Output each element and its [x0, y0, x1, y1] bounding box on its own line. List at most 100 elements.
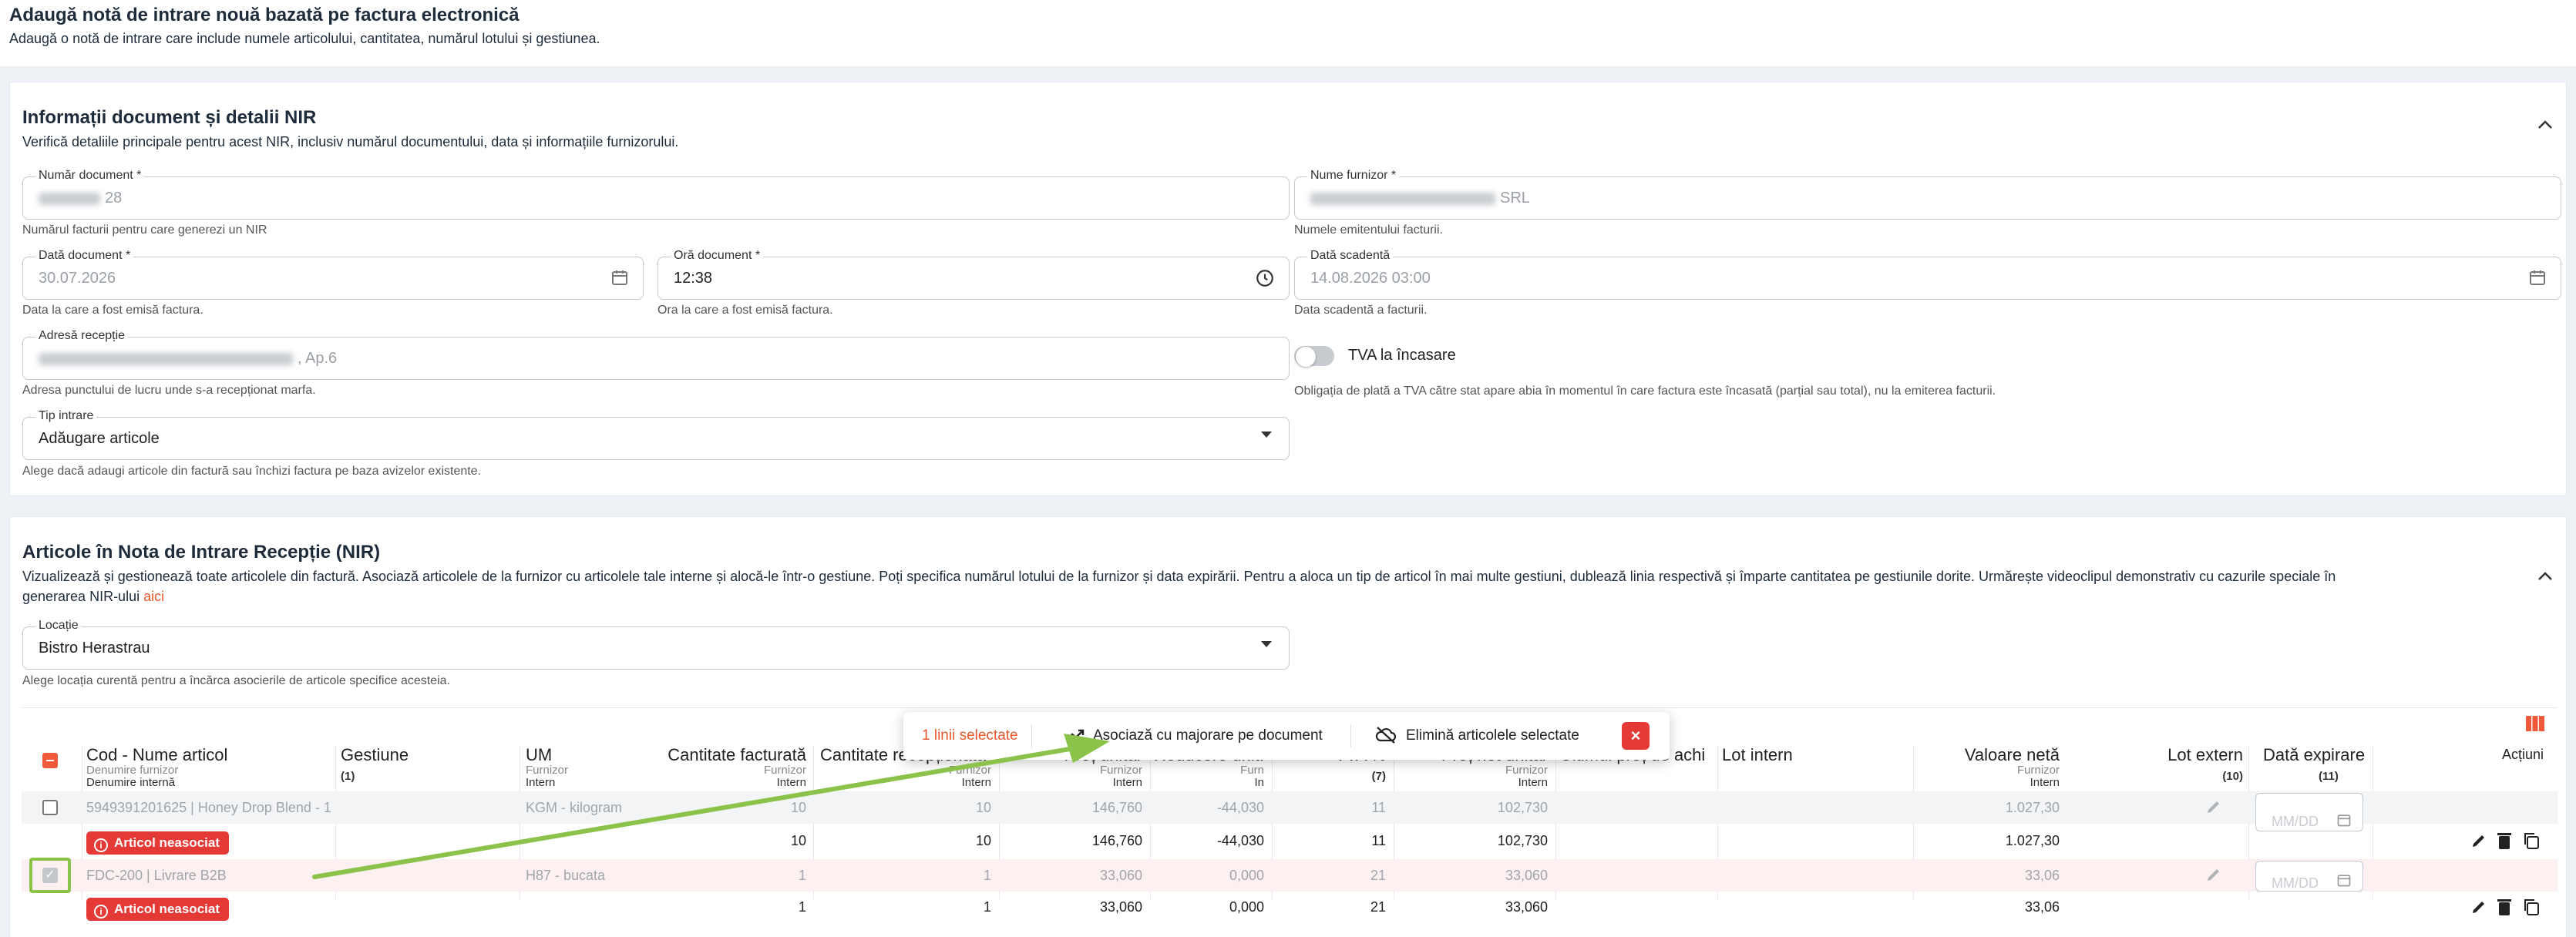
vat-on-collection-toggle[interactable]: [1294, 346, 1334, 367]
due-date-field[interactable]: Dată scadentă 14.08.2026 03:00: [1294, 249, 2561, 300]
header-lot-intern[interactable]: Lot intern: [1722, 745, 1793, 764]
supplier-name-field[interactable]: Nume furnizor * SRL: [1294, 169, 2561, 220]
row-valoare: 1.027,30: [2005, 833, 2060, 848]
location-select[interactable]: Locație Bistro Herastrau: [22, 619, 1290, 670]
header-valoare-neta[interactable]: Valoare netă: [1964, 745, 2060, 764]
calendar-icon[interactable]: [2336, 812, 2352, 831]
edit-lot-icon[interactable]: [2204, 798, 2223, 820]
row-checkbox[interactable]: ✓: [42, 868, 58, 883]
annotation-arrow: [312, 734, 1110, 879]
duplicate-icon[interactable]: [2522, 831, 2541, 854]
field-label: Adresă recepție: [35, 329, 129, 343]
page-title: Adaugă notă de intrare nouă bazată pe fa…: [9, 5, 520, 25]
reception-address-field[interactable]: Adresă recepție , Ap.6: [22, 329, 1290, 380]
edit-icon[interactable]: [2470, 831, 2488, 854]
calendar-icon[interactable]: [610, 268, 629, 291]
header-sub: Intern: [526, 776, 556, 789]
field-value: Bistro Herastrau: [39, 640, 150, 657]
field-helper: Adresa punctului de lucru unde s-a recep…: [22, 384, 316, 397]
header-sub: Furnizor: [1505, 764, 1548, 777]
delete-icon[interactable]: [2496, 831, 2513, 854]
header-gestiune[interactable]: Gestiune: [341, 745, 409, 764]
field-value: 14.08.2026 03:00: [1310, 270, 1431, 287]
header-data-expirare[interactable]: Dată expirare: [2263, 745, 2366, 764]
header-sub: Denumire furnizor: [86, 764, 179, 777]
duplicate-icon[interactable]: [2522, 898, 2541, 920]
row-valoare: 1.027,30: [2005, 800, 2060, 815]
expiry-date-input[interactable]: MM/DD: [2255, 793, 2363, 831]
field-helper: Data scadentă a facturii.: [1294, 304, 1428, 317]
field-label: Dată scadentă: [1307, 249, 1394, 263]
vat-toggle-label: TVA la încasare: [1348, 347, 1456, 364]
expiry-date-input[interactable]: MM/DD: [2255, 861, 2363, 892]
video-link[interactable]: aici: [143, 589, 165, 604]
document-time-field[interactable]: Oră document * 12:38: [657, 249, 1290, 300]
row-valoare: 33,06: [2024, 868, 2060, 883]
row-pret-net: 33,060: [1505, 868, 1548, 883]
row-cant-fact: 1: [798, 868, 806, 883]
chevron-up-icon[interactable]: [2537, 566, 2554, 586]
unassociated-badge: i Articol neasociat: [86, 831, 229, 855]
header-sub: Furnizor: [763, 764, 806, 777]
delete-icon[interactable]: [2496, 898, 2513, 920]
row-pret: 146,760: [1091, 833, 1142, 848]
calendar-icon[interactable]: [2528, 268, 2547, 291]
row-cant-fact: 10: [790, 800, 806, 815]
edit-icon[interactable]: [2470, 898, 2488, 920]
header-sub: (11): [2319, 770, 2339, 783]
header-sub: Intern: [1518, 776, 1548, 789]
edit-lot-icon[interactable]: [2204, 865, 2223, 888]
page-subtitle: Adaugă o notă de intrare care include nu…: [9, 31, 600, 46]
row-tva: 11: [1371, 800, 1386, 815]
field-helper: Obligația de plată a TVA către stat apar…: [1294, 385, 1996, 398]
row-item-name: 5949391201625 | Honey Drop Blend - 1k: [86, 800, 331, 815]
field-value: Adăugare articole: [39, 430, 160, 447]
associate-with-markup-button[interactable]: Asociază cu majorare pe document: [1093, 727, 1323, 744]
row-tva: 21: [1370, 868, 1386, 883]
document-date-field[interactable]: Dată document * 30.07.2026: [22, 249, 644, 300]
entry-type-select[interactable]: Tip intrare Adăugare articole: [22, 409, 1290, 460]
cloud-off-icon: [1375, 726, 1397, 748]
row-cant-rec: 1: [983, 868, 991, 883]
chevron-up-icon[interactable]: [2537, 115, 2554, 135]
row-pret: 33,060: [1099, 868, 1142, 883]
calendar-icon[interactable]: [2336, 872, 2352, 892]
field-label: Locație: [35, 619, 82, 633]
row-pret-net: 102,730: [1497, 800, 1548, 815]
field-label: Dată document *: [35, 249, 134, 263]
date-placeholder: MM/DD: [2272, 875, 2319, 891]
field-helper: Numele emitentului facturii.: [1294, 223, 1443, 237]
row-checkbox[interactable]: [42, 800, 58, 815]
row-reducere: -44,030: [1216, 800, 1264, 815]
table-row: [22, 859, 2558, 892]
toolbar-separator: [1031, 724, 1032, 747]
select-all-checkbox[interactable]: [42, 753, 58, 768]
clock-icon[interactable]: [1255, 268, 1275, 293]
row-cant-rec: 1: [983, 899, 991, 915]
field-helper: Numărul facturii pentru care generezi un…: [22, 223, 267, 237]
caret-down-icon: [1261, 641, 1272, 647]
row-cant-rec: 10: [975, 833, 991, 848]
row-reducere: -44,030: [1216, 833, 1264, 848]
date-placeholder: MM/DD: [2272, 814, 2319, 829]
header-cant-facturata[interactable]: Cantitate facturată: [668, 745, 806, 764]
header-lot-extern[interactable]: Lot extern: [2167, 745, 2243, 764]
header-cod[interactable]: Cod - Nume articol: [86, 745, 228, 764]
caret-down-icon: [1261, 432, 1272, 438]
section-subtitle: Vizualizează și gestionează toate artico…: [22, 569, 2336, 604]
header-sub: Furnizor: [2016, 764, 2060, 777]
document-number-field[interactable]: Număr document * 28: [22, 169, 1290, 220]
row-pret: 146,760: [1091, 800, 1142, 815]
field-label: Număr document *: [35, 169, 145, 183]
row-um: KGM - kilogram: [526, 800, 623, 815]
info-icon: i: [94, 838, 108, 852]
table-row: [22, 791, 2558, 824]
row-pret-net: 33,060: [1505, 899, 1548, 915]
field-helper: Alege locația curentă pentru a încărca a…: [22, 674, 450, 687]
header-sub: Intern: [2030, 776, 2060, 789]
row-tva: 11: [1371, 833, 1386, 848]
columns-icon[interactable]: [2526, 716, 2544, 735]
remove-selected-button[interactable]: Elimină articolele selectate: [1406, 727, 1579, 744]
close-toolbar-button[interactable]: ×: [1622, 722, 1650, 750]
header-um[interactable]: UM: [526, 745, 553, 764]
